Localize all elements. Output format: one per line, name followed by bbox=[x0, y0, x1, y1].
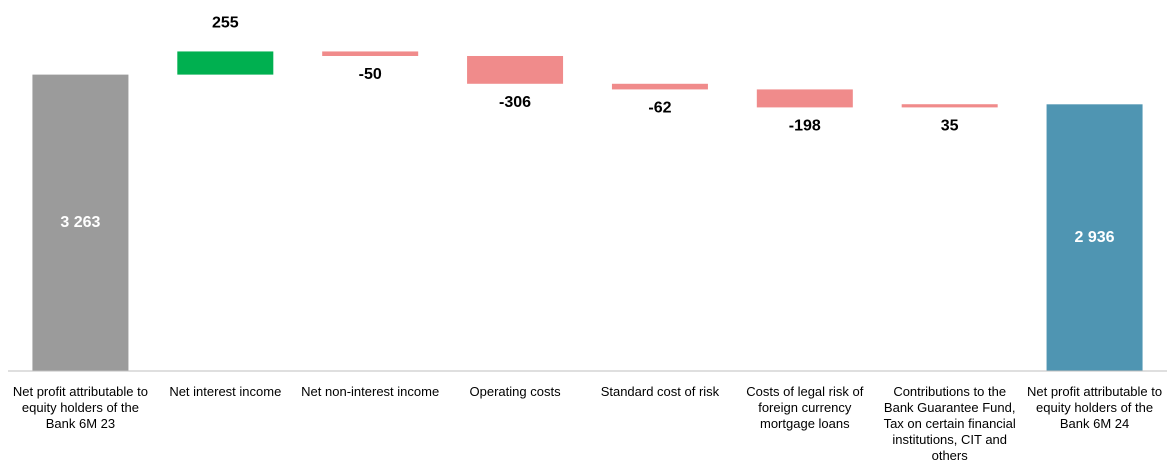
value-label: 2 936 bbox=[1075, 229, 1115, 246]
value-label: -306 bbox=[499, 94, 531, 111]
category-label: Net profit attributable to equity holder… bbox=[1026, 384, 1163, 431]
value-label: 35 bbox=[941, 118, 959, 135]
category-label: Contributions to the Bank Guarantee Fund… bbox=[883, 384, 1016, 463]
value-label: -198 bbox=[789, 118, 821, 135]
category-label: Net non-interest income bbox=[301, 384, 440, 399]
bar bbox=[1046, 104, 1143, 372]
value-label: 255 bbox=[212, 15, 239, 32]
category-label: Costs of legal risk of foreign currency … bbox=[746, 384, 864, 431]
value-label: -62 bbox=[648, 100, 671, 117]
bar bbox=[901, 104, 998, 108]
category-label: Net profit attributable to equity holder… bbox=[12, 384, 148, 431]
bar bbox=[32, 74, 129, 371]
bar bbox=[611, 83, 708, 90]
value-label: -50 bbox=[359, 66, 382, 83]
category-label: Standard cost of risk bbox=[600, 384, 720, 399]
bar bbox=[756, 89, 853, 108]
bar bbox=[322, 51, 419, 56]
bar bbox=[177, 51, 274, 75]
bar bbox=[467, 55, 564, 84]
value-label: 3 263 bbox=[60, 214, 100, 231]
category-label: Operating costs bbox=[469, 384, 561, 399]
category-label: Net interest income bbox=[169, 384, 282, 399]
